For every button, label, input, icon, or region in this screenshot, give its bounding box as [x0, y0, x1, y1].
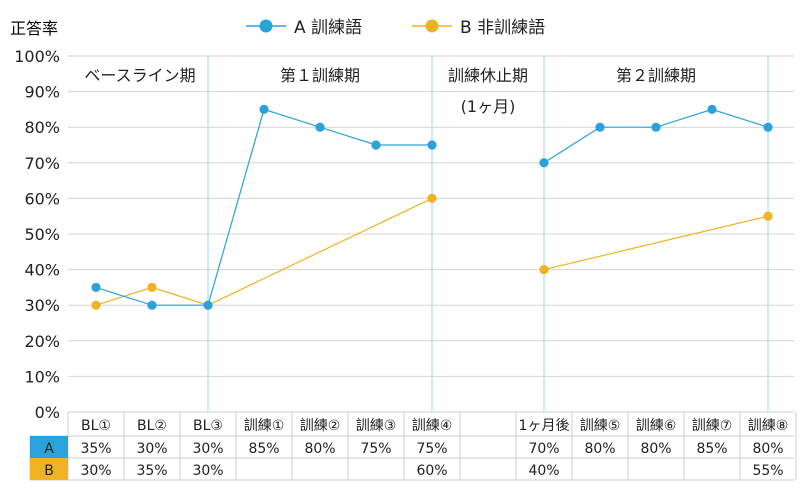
x-tick-label: BL①	[81, 418, 111, 434]
phase-sublabel: (1ヶ月)	[461, 97, 516, 116]
data-table: AB BL① BL② BL③ 訓練① 訓練② 訓練③ 訓練④ 1ヶ月後 訓練⑤ 訓練⑥ 訓練⑦ 訓練⑧ 3…	[29, 411, 797, 481]
y-tick-label: 30%	[24, 296, 60, 315]
data-point-A	[315, 122, 325, 132]
data-label-A: 85%	[696, 441, 727, 457]
data-label-A: 30%	[192, 441, 223, 457]
x-tick-label: 訓練②	[300, 418, 341, 434]
data-point-A	[259, 104, 269, 114]
series-line-A	[95, 108, 432, 306]
data-label-A: 80%	[752, 441, 783, 457]
data-point-A	[595, 122, 605, 132]
data-label-A: 70%	[528, 441, 559, 457]
data-point-A	[147, 300, 157, 310]
data-label-A: 80%	[584, 441, 615, 457]
legend-label-A: A 訓練語	[294, 18, 362, 38]
data-point-A	[371, 140, 381, 150]
x-tick-label: 訓練⑧	[748, 418, 789, 434]
y-tick-label: 70%	[24, 154, 60, 173]
table-key-B	[30, 458, 68, 480]
legend-marker-B	[425, 19, 439, 33]
data-point-B	[427, 193, 437, 203]
series-line-B	[543, 215, 769, 271]
y-tick-label: 60%	[24, 189, 60, 208]
y-tick-label: 20%	[24, 332, 60, 351]
data-point-B	[91, 300, 101, 310]
phase-label: 訓練休止期	[448, 66, 528, 85]
data-label-B: 60%	[416, 463, 447, 479]
x-tick-label: 訓練③	[356, 418, 397, 434]
gridlines	[68, 55, 794, 413]
legend: A 訓練語 B 非訓練語	[246, 18, 545, 38]
data-point-A	[539, 158, 549, 168]
y-axis-ticks: 0% 10% 20% 30% 40% 50% 60% 70% 80% 90% 100%	[14, 47, 60, 422]
y-tick-label: 100%	[14, 47, 60, 66]
y-axis-label: 正答率	[10, 19, 58, 38]
y-tick-label: 10%	[24, 367, 60, 386]
data-label-B: 35%	[136, 463, 167, 479]
y-tick-label: 80%	[24, 118, 60, 137]
data-label-A: 75%	[416, 441, 447, 457]
data-label-A: 30%	[136, 441, 167, 457]
x-tick-label: 訓練⑦	[692, 418, 733, 434]
x-tick-label: BL②	[137, 418, 167, 434]
legend-label-B: B 非訓練語	[460, 18, 545, 38]
data-point-B	[539, 265, 549, 275]
data-label-B: 30%	[80, 463, 111, 479]
phase-label: 第１訓練期	[280, 66, 360, 85]
data-point-A	[91, 282, 101, 292]
data-label-B: 55%	[752, 463, 783, 479]
phase-label: 第２訓練期	[616, 66, 696, 85]
table-key-label-B: B	[44, 463, 54, 479]
phase-dividers	[207, 56, 769, 412]
x-tick-label: 訓練⑤	[580, 418, 621, 434]
data-point-A	[707, 104, 717, 114]
data-point-B	[147, 282, 157, 292]
data-label-A: 35%	[80, 441, 111, 457]
y-tick-label: 90%	[24, 83, 60, 102]
series-line-B	[95, 197, 433, 306]
y-tick-label: 0%	[35, 403, 60, 422]
legend-marker-A	[259, 19, 273, 33]
data-point-A	[203, 300, 213, 310]
phase-labels: ベースライン期 第１訓練期 訓練休止期 (1ヶ月) 第２訓練期	[84, 66, 696, 116]
series-points	[91, 104, 773, 310]
table-key-A	[30, 436, 68, 458]
data-label-A: 85%	[248, 441, 279, 457]
y-tick-label: 50%	[24, 225, 60, 244]
data-point-A	[763, 122, 773, 132]
y-tick-label: 40%	[24, 261, 60, 280]
data-point-A	[651, 122, 661, 132]
x-tick-label: 1ヶ月後	[519, 418, 570, 434]
series-line-A	[543, 108, 769, 164]
x-tick-label: 訓練①	[244, 418, 285, 434]
data-label-B: 40%	[528, 463, 559, 479]
x-tick-label: BL③	[193, 418, 223, 434]
data-label-A: 80%	[304, 441, 335, 457]
data-label-A: 80%	[640, 441, 671, 457]
x-tick-label: 訓練⑥	[636, 418, 677, 434]
table-key-label-A: A	[44, 441, 54, 457]
data-point-A	[427, 140, 437, 150]
data-label-B: 30%	[192, 463, 223, 479]
data-point-B	[763, 211, 773, 221]
x-tick-label: 訓練④	[412, 418, 453, 434]
data-label-A: 75%	[360, 441, 391, 457]
phase-label: ベースライン期	[84, 66, 195, 85]
